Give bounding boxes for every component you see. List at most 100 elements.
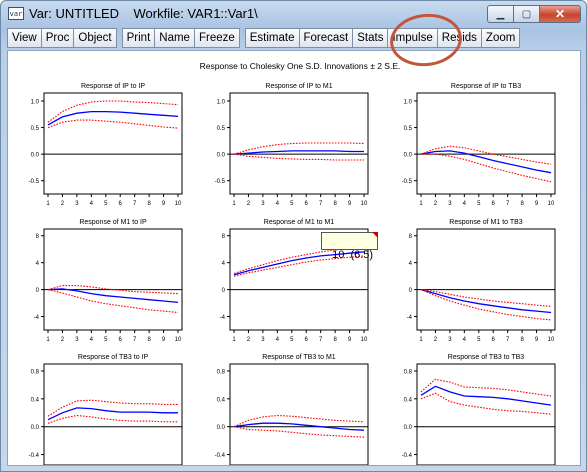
var-app-icon[interactable]: var [8,7,24,20]
x-tick-label: 10 [361,201,368,207]
irf-panel: Response of IP to IP 1.0 0.5 0.0 -0.5 1 2 3 4 5 6 7… [29,83,183,207]
x-tick-label: 3 [448,201,452,207]
confidence-band-line [47,119,179,129]
impulse-response-graph: Response to Cholesky One S.D. Innovation… [29,61,556,468]
confidence-band-line [421,153,552,183]
name-button[interactable]: Name [154,28,195,48]
data-tooltip: 10 (6.5) [321,232,379,261]
tooltip-corner-marker [372,232,379,238]
response-line [233,422,365,431]
object-button[interactable]: Object [73,28,117,48]
confidence-band-line [47,285,179,295]
y-tick-label: 0 [36,288,40,294]
tooltip-text: 10 (6.5) [332,249,374,261]
confidence-band-line [47,289,179,314]
zoom-button[interactable]: Zoom [480,28,521,48]
x-tick-label: 4 [463,337,467,343]
y-tick-label: 0.4 [31,397,40,403]
x-tick-label: 3 [75,201,79,207]
confidence-band-line [420,378,552,397]
forecast-button[interactable]: Forecast [298,28,354,48]
y-tick-label: 0.4 [404,397,413,403]
y-tick-label: -0.5 [29,179,40,185]
confidence-band-line [233,142,365,155]
x-tick-label: 8 [520,337,524,343]
x-tick-label: 8 [147,201,151,207]
confidence-band-line [233,153,364,161]
x-tick-label: 5 [104,201,108,207]
y-tick-label: 1.0 [31,99,40,105]
y-tick-label: 0.5 [404,126,413,132]
y-tick-label: 0.5 [31,126,40,132]
x-tick-label: 3 [261,201,265,207]
y-tick-label: 0.0 [404,425,413,431]
x-tick-label: 3 [261,337,265,343]
graph-area[interactable]: Response to Cholesky One S.D. Innovation… [7,50,581,468]
stats-button[interactable]: Stats [352,28,389,48]
x-tick-label: 7 [506,201,510,207]
x-tick-label: 4 [90,201,94,207]
x-tick-label: 7 [133,201,137,207]
y-tick-label: 0.0 [217,153,226,159]
response-line [420,150,552,174]
x-tick-label: 5 [477,337,481,343]
toolbar: View Proc Object Print Name Freeze Estim… [7,28,521,48]
figure-main-title: Response to Cholesky One S.D. Innovation… [200,61,401,71]
x-tick-label: 1 [419,337,423,343]
proc-button[interactable]: Proc [40,28,75,48]
x-tick-label: 5 [104,337,108,343]
y-tick-label: -4 [220,315,226,321]
irf-panel: Response of TB3 to IP0.80.40.0-0.4123456… [29,354,183,468]
x-tick-label: 10 [548,337,555,343]
y-tick-label: 4 [222,261,226,267]
x-tick-label: 9 [348,201,352,207]
y-tick-label: 8 [409,234,413,240]
plot-frame [229,92,369,195]
x-tick-label: 3 [75,337,79,343]
confidence-band-line [233,414,365,428]
close-button[interactable]: ✕ [539,5,581,23]
panel-title: Response of M1 to IP [79,219,147,226]
view-button[interactable]: View [7,28,42,48]
plot-frame [43,92,183,195]
x-tick-label: 2 [247,201,251,207]
panel-title: Response of IP to TB3 [451,83,521,90]
x-tick-label: 7 [319,337,323,343]
window-controls: ▁ ▢ ✕ [487,5,581,23]
title-bar[interactable]: var Var: UNTITLED Workfile: VAR1::Var1\ … [1,1,586,27]
response-line [233,251,365,276]
x-tick-label: 9 [162,201,166,207]
x-tick-label: 5 [477,201,481,207]
close-icon: ✕ [554,7,566,21]
y-tick-label: 0.0 [31,153,40,159]
impulse-button[interactable]: Impulse [387,28,438,48]
print-button[interactable]: Print [121,28,156,48]
panel-title: Response of M1 to TB3 [449,219,523,226]
y-tick-label: 0.8 [404,369,413,375]
estimate-button[interactable]: Estimate [244,28,300,48]
y-tick-label: -0.4 [29,453,40,459]
x-tick-label: 8 [147,337,151,343]
y-tick-label: 0.5 [217,126,226,132]
y-tick-label: 0.4 [217,397,226,403]
x-tick-label: 4 [276,337,280,343]
resids-button[interactable]: Resids [436,28,482,48]
x-tick-label: 2 [61,337,65,343]
y-tick-label: 0 [222,288,226,294]
y-tick-label: -0.4 [215,453,226,459]
x-tick-label: 2 [434,201,438,207]
x-tick-label: 6 [305,201,309,207]
response-line [233,150,364,155]
irf-panel: Response of TB3 to M10.80.40.0-0.4123456… [215,354,369,468]
y-tick-label: -4 [34,315,40,321]
x-tick-label: 6 [119,201,123,207]
minimize-button[interactable]: ▁ [487,5,513,23]
x-tick-label: 1 [46,337,50,343]
confidence-band-line [233,426,365,438]
maximize-button[interactable]: ▢ [513,5,539,23]
freeze-button[interactable]: Freeze [193,28,240,48]
irf-panel: Response of M1 to IP 8 4 0 -4 1 2 3 4 5 6 7 8 9 10 [34,219,183,343]
y-tick-label: 4 [36,261,40,267]
x-tick-label: 8 [333,201,337,207]
x-tick-label: 10 [548,201,555,207]
